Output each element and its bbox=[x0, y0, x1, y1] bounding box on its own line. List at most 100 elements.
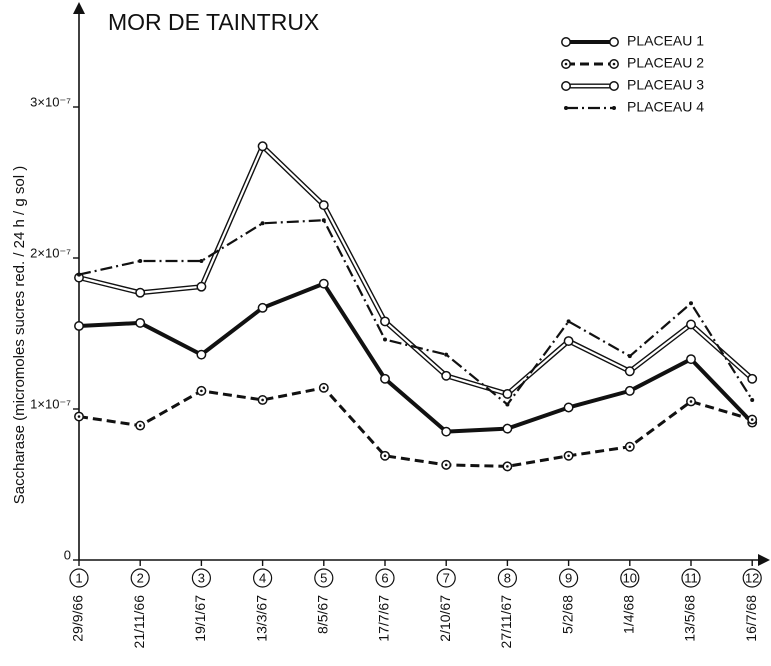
point bbox=[750, 397, 755, 402]
x-number: 8 bbox=[504, 570, 511, 585]
x-tick-label: 1/4/68 bbox=[621, 595, 637, 634]
x-number-circle bbox=[130, 568, 150, 588]
y-tick-label: 3×10⁻⁷ bbox=[30, 94, 71, 109]
x-number-circle bbox=[497, 568, 517, 588]
x-tick-label: 27/11/67 bbox=[498, 595, 514, 649]
point-center bbox=[564, 62, 568, 66]
x-number: 2 bbox=[137, 570, 144, 585]
point bbox=[612, 106, 616, 110]
series-line bbox=[78, 386, 753, 468]
point-center bbox=[322, 386, 326, 390]
point bbox=[624, 366, 635, 377]
x-number-circle bbox=[620, 568, 640, 588]
legend-label: PLACEAU 2 bbox=[627, 55, 704, 71]
x-tick-label: 21/11/66 bbox=[131, 595, 147, 649]
point bbox=[561, 81, 571, 91]
point bbox=[196, 281, 207, 292]
point bbox=[689, 301, 693, 306]
x-number-circle bbox=[191, 568, 211, 588]
x-tick-label: 13/3/67 bbox=[253, 595, 269, 642]
point bbox=[74, 321, 84, 331]
x-number: 9 bbox=[565, 570, 572, 585]
y-tick-label: 0 bbox=[64, 547, 71, 562]
y-tick-label: 1×10⁻⁷ bbox=[30, 396, 71, 411]
point bbox=[77, 272, 81, 277]
point bbox=[196, 349, 207, 360]
x-tick-label: 13/5/68 bbox=[682, 595, 698, 642]
x-number-circle bbox=[436, 568, 456, 588]
point bbox=[444, 352, 449, 357]
point bbox=[563, 336, 574, 346]
chart-title: MOR DE TAINTRUX bbox=[108, 9, 319, 35]
point bbox=[135, 287, 146, 298]
x-number-circle bbox=[375, 568, 395, 588]
point bbox=[609, 81, 619, 91]
y-axis-arrow bbox=[73, 2, 85, 14]
point bbox=[257, 302, 268, 313]
point bbox=[135, 317, 146, 328]
point bbox=[505, 402, 510, 407]
point bbox=[502, 388, 513, 399]
point bbox=[561, 37, 571, 47]
y-axis-label: Saccharase (micromoles sucres red. / 24 … bbox=[11, 166, 28, 504]
point-center bbox=[444, 463, 448, 467]
x-number-circle bbox=[681, 568, 701, 588]
point bbox=[441, 426, 452, 437]
point bbox=[624, 385, 635, 396]
series-line bbox=[78, 281, 754, 434]
point bbox=[564, 106, 568, 110]
point-center bbox=[628, 445, 632, 449]
x-tick-label: 19/1/67 bbox=[192, 595, 208, 642]
x-number: 10 bbox=[623, 570, 637, 585]
x-tick-label: 2/10/67 bbox=[437, 595, 453, 642]
point-center bbox=[138, 424, 142, 427]
point bbox=[321, 218, 326, 223]
point-center bbox=[689, 400, 693, 403]
x-number: 4 bbox=[259, 570, 266, 585]
legend-label: PLACEAU 1 bbox=[627, 33, 704, 49]
point-center bbox=[77, 415, 81, 418]
x-tick-label: 16/7/68 bbox=[743, 595, 759, 642]
x-number-circle bbox=[558, 568, 579, 588]
x-number-circle bbox=[314, 568, 334, 588]
legend-label: PLACEAU 4 bbox=[627, 99, 704, 115]
x-axis-arrow bbox=[758, 554, 770, 566]
point-center bbox=[261, 398, 264, 402]
x-tick-label: 17/7/67 bbox=[376, 595, 392, 642]
x-number: 1 bbox=[75, 570, 82, 585]
point bbox=[627, 354, 632, 359]
point bbox=[199, 259, 204, 264]
point bbox=[380, 373, 390, 384]
point-center bbox=[567, 454, 570, 458]
point bbox=[502, 423, 513, 434]
point bbox=[747, 373, 758, 384]
series-line bbox=[78, 143, 754, 397]
point bbox=[138, 259, 143, 264]
point-center bbox=[383, 454, 387, 458]
x-number-circle bbox=[69, 568, 89, 588]
x-number-circle bbox=[742, 568, 762, 588]
point bbox=[686, 319, 696, 330]
point bbox=[318, 200, 329, 211]
x-tick-label: 5/2/68 bbox=[559, 595, 575, 634]
point bbox=[566, 319, 571, 324]
x-number: 5 bbox=[320, 570, 327, 585]
point-center bbox=[200, 389, 203, 393]
point-center bbox=[612, 62, 616, 66]
point bbox=[609, 37, 619, 47]
point bbox=[441, 370, 452, 381]
point-center bbox=[750, 418, 754, 421]
point-center bbox=[506, 465, 509, 468]
x-tick-label: 8/5/67 bbox=[315, 595, 331, 634]
point bbox=[260, 221, 265, 226]
x-number: 12 bbox=[745, 570, 759, 585]
x-number: 3 bbox=[198, 570, 205, 585]
series-line bbox=[78, 145, 753, 395]
point bbox=[318, 278, 329, 289]
x-number-circle bbox=[253, 568, 273, 588]
point bbox=[383, 337, 387, 342]
y-tick-label: 2×10⁻⁷ bbox=[30, 245, 71, 260]
x-number: 7 bbox=[443, 570, 450, 585]
x-tick-label: 29/9/66 bbox=[70, 595, 86, 642]
